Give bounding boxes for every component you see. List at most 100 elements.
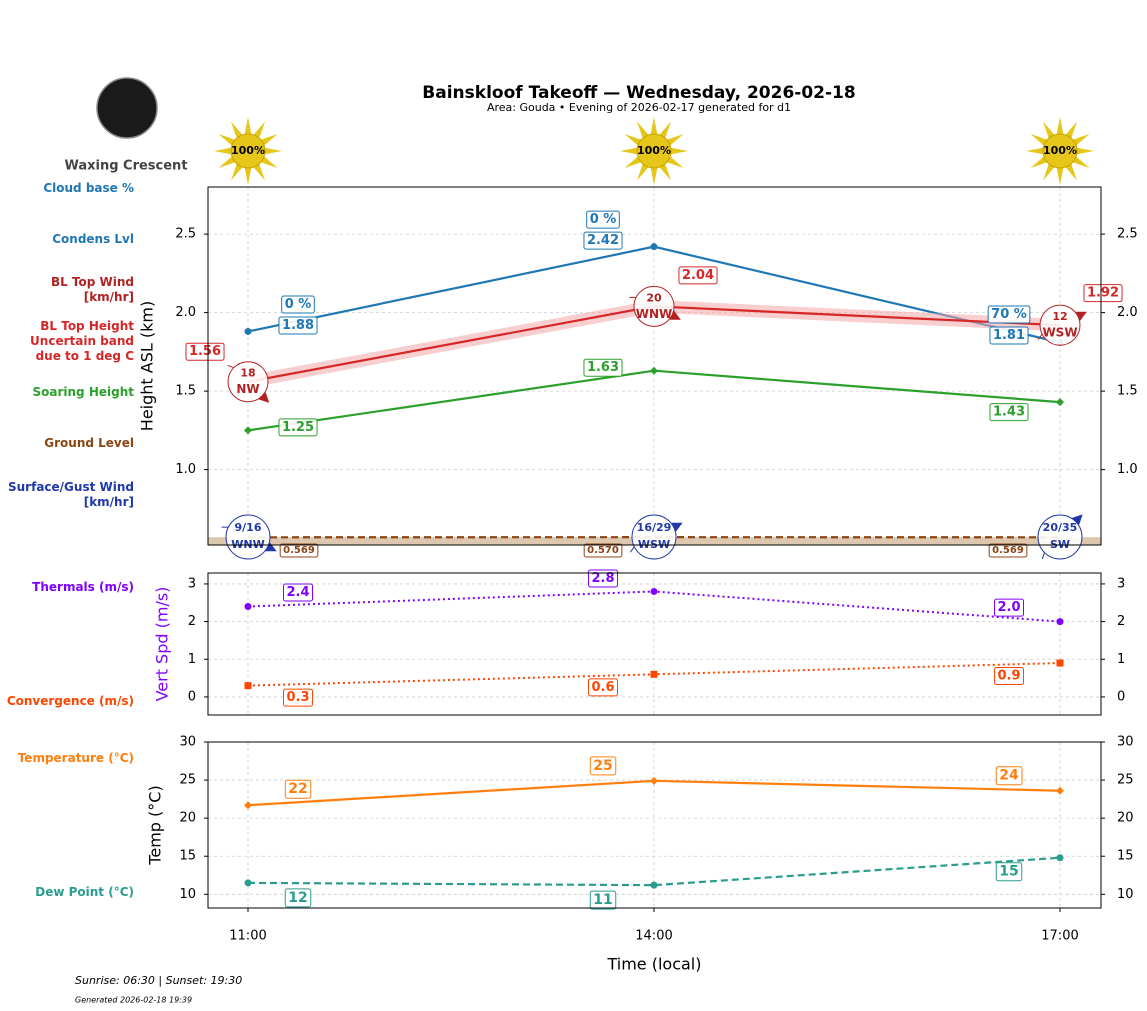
wind-tail bbox=[629, 546, 635, 553]
legend-entry: Condens Lvl bbox=[52, 232, 134, 246]
label-box bbox=[989, 326, 1029, 345]
wind-arrow bbox=[265, 542, 277, 552]
bl-top-wind bbox=[227, 361, 269, 403]
surface-wind bbox=[631, 514, 677, 560]
point bbox=[244, 603, 252, 611]
point bbox=[244, 327, 252, 335]
label-box bbox=[284, 779, 312, 799]
point bbox=[1056, 854, 1064, 862]
label-box bbox=[284, 888, 312, 908]
data-label: 2.0 bbox=[997, 600, 1020, 615]
sun-ray bbox=[1056, 117, 1064, 136]
generated-note: Generated 2026-02-18 19:39 bbox=[75, 996, 192, 1005]
y-tick-label: 1.5 bbox=[175, 384, 196, 399]
bl-wind-direction: WSW bbox=[1042, 326, 1077, 340]
y-tick-label-right: 30 bbox=[1117, 735, 1134, 750]
sun-ray bbox=[1030, 134, 1049, 147]
label-box bbox=[678, 266, 718, 285]
sun-ray bbox=[1030, 155, 1049, 168]
sun-ray bbox=[637, 121, 650, 140]
y-tick-label: 3 bbox=[188, 576, 196, 591]
data-label: 25 bbox=[593, 758, 612, 774]
sun-ray bbox=[650, 117, 658, 136]
data-label: 15 bbox=[999, 864, 1018, 880]
surface-wind bbox=[1037, 514, 1083, 560]
label-box bbox=[586, 210, 620, 229]
bl-top-wind bbox=[1039, 304, 1081, 346]
surface-wind-speed: 16/29 bbox=[637, 521, 672, 534]
data-label: 0.6 bbox=[591, 680, 614, 695]
sun-ray bbox=[231, 162, 244, 181]
moon-icon bbox=[96, 77, 158, 139]
point bbox=[1056, 659, 1064, 667]
data-label: 11 bbox=[593, 892, 612, 908]
y-tick-label: 25 bbox=[179, 773, 196, 788]
legend-entry: BL Top Wind [km/hr] bbox=[50, 275, 134, 304]
data-label: 0.569 bbox=[283, 545, 315, 556]
sun-ray bbox=[665, 155, 684, 168]
legend-entry: BL Top Height Uncertain band due to 1 de… bbox=[30, 319, 134, 363]
y-tick-label-right: 20 bbox=[1117, 811, 1134, 826]
label-box bbox=[589, 890, 617, 910]
y-tick-label-right: 1.0 bbox=[1117, 462, 1138, 477]
y-tick-label: 1.0 bbox=[175, 462, 196, 477]
point bbox=[244, 682, 252, 690]
label-box bbox=[993, 598, 1025, 617]
point bbox=[650, 670, 658, 678]
sun-ray bbox=[214, 147, 233, 155]
data-label: 12 bbox=[288, 890, 307, 906]
bl-wind-speed: 12 bbox=[1052, 310, 1067, 323]
uncertainty-band bbox=[248, 300, 1060, 388]
point bbox=[1056, 618, 1064, 626]
plot-frame bbox=[207, 572, 1102, 716]
y-tick-label-right: 2.0 bbox=[1117, 305, 1138, 320]
legend-entry: Surface/Gust Wind [km/hr] bbox=[8, 480, 134, 509]
sun-ray bbox=[1043, 121, 1056, 140]
sun-ray bbox=[1075, 147, 1094, 155]
label-box bbox=[995, 862, 1023, 882]
sun-ray bbox=[658, 121, 671, 140]
sun-ray bbox=[669, 147, 688, 155]
sun-ray bbox=[244, 166, 252, 185]
y-tick-label-right: 1.5 bbox=[1117, 384, 1138, 399]
y-tick-label: 0 bbox=[188, 689, 196, 704]
data-label: 1.43 bbox=[993, 405, 1025, 420]
sun-ray bbox=[231, 121, 244, 140]
surface-wind-speed: 9/16 bbox=[235, 521, 262, 534]
x-tick-label: 11:00 bbox=[229, 929, 266, 944]
label-box bbox=[583, 358, 623, 377]
point bbox=[1056, 786, 1064, 795]
y-tick-label: 10 bbox=[179, 887, 196, 902]
sun-ray bbox=[252, 162, 265, 181]
legend-entry: Temperature (°C) bbox=[17, 751, 134, 765]
label-box bbox=[185, 342, 225, 361]
label-box bbox=[278, 418, 318, 437]
bl-wind-speed: 18 bbox=[240, 367, 255, 380]
point bbox=[650, 881, 658, 889]
bl-wind-speed: 20 bbox=[646, 291, 662, 304]
legend-entry: Cloud base % bbox=[43, 181, 134, 195]
label-box bbox=[589, 756, 617, 776]
sun-ray bbox=[1026, 147, 1045, 155]
legend-entry: Ground Level bbox=[44, 436, 134, 450]
x-tick-label: 14:00 bbox=[635, 929, 672, 944]
sun-ray bbox=[624, 134, 643, 147]
data-label: 70 % bbox=[991, 307, 1027, 322]
wind-tail bbox=[1041, 552, 1045, 560]
data-label: 2.42 bbox=[587, 233, 619, 248]
legend-entry: Thermals (m/s) bbox=[32, 580, 134, 594]
point bbox=[244, 879, 252, 887]
y-tick-label-right: 2.5 bbox=[1117, 227, 1138, 242]
y-tick-label: 2.0 bbox=[175, 305, 196, 320]
label-box bbox=[281, 295, 315, 314]
y-tick-label: 30 bbox=[179, 735, 196, 750]
y-axis-label: Height ASL (km) bbox=[138, 301, 157, 431]
surface-wind-speed: 20/35 bbox=[1043, 521, 1078, 534]
point bbox=[244, 801, 252, 810]
chart-title: Bainskloof Takeoff — Wednesday, 2026-02-… bbox=[422, 83, 855, 103]
chart-subtitle: Area: Gouda • Evening of 2026-02-17 gene… bbox=[487, 101, 791, 114]
y-tick-label-right: 15 bbox=[1117, 849, 1134, 864]
point bbox=[244, 426, 252, 435]
point bbox=[650, 366, 658, 375]
data-label: 1.63 bbox=[587, 360, 619, 375]
